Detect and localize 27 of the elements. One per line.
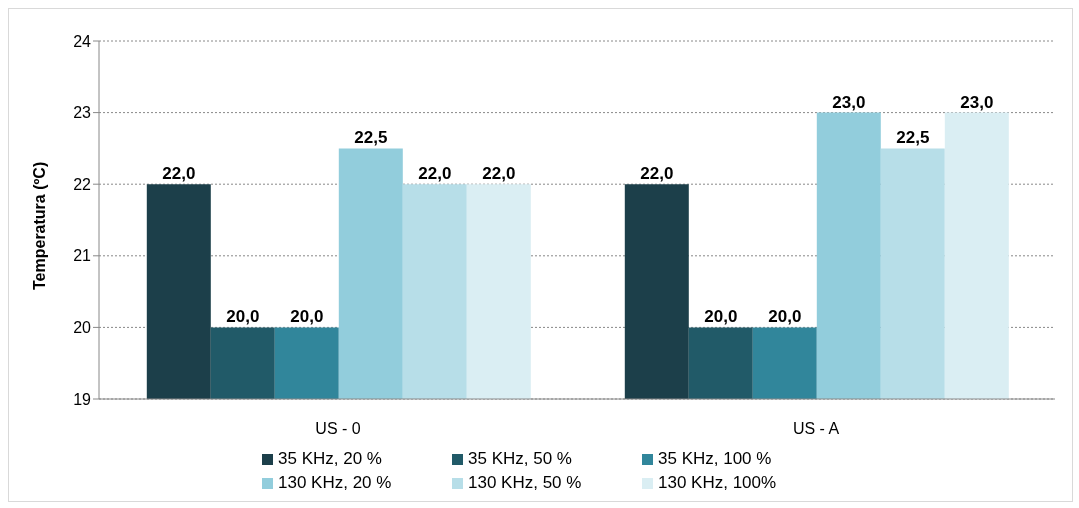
y-axis-title: Temperatura (ºC) [30, 161, 48, 290]
y-tick-label: 21 [73, 247, 92, 265]
legend-label: 130 KHz, 50 % [468, 473, 582, 493]
data-label: 20,0 [290, 307, 324, 327]
x-tick-label: US - 0 [315, 420, 361, 438]
legend-label: 130 KHz, 100% [658, 473, 777, 493]
x-tick-label: US - A [792, 420, 840, 438]
data-label: 22,0 [162, 164, 196, 184]
data-label: 20,0 [768, 307, 802, 327]
y-tick-label: 22 [73, 175, 92, 193]
data-label: 22,0 [640, 164, 674, 184]
data-label: 22,5 [896, 128, 930, 148]
data-label: 23,0 [832, 92, 866, 112]
legend-label: 35 KHz, 100 % [658, 449, 772, 469]
y-tick-label: 23 [73, 104, 92, 122]
legend-label: 130 KHz, 20 % [278, 473, 392, 493]
data-label: 22,5 [354, 128, 388, 148]
data-label: 22,0 [418, 164, 452, 184]
y-tick-label: 24 [73, 32, 92, 50]
data-label: 20,0 [226, 307, 260, 327]
y-tick-label: 20 [73, 319, 92, 337]
data-label: 23,0 [960, 92, 994, 112]
legend-label: 35 KHz, 50 % [468, 449, 572, 469]
y-tick-label: 19 [73, 390, 92, 408]
legend-label: 35 KHz, 20 % [278, 449, 382, 469]
data-label: 22,0 [482, 164, 516, 184]
data-label: 20,0 [704, 307, 738, 327]
